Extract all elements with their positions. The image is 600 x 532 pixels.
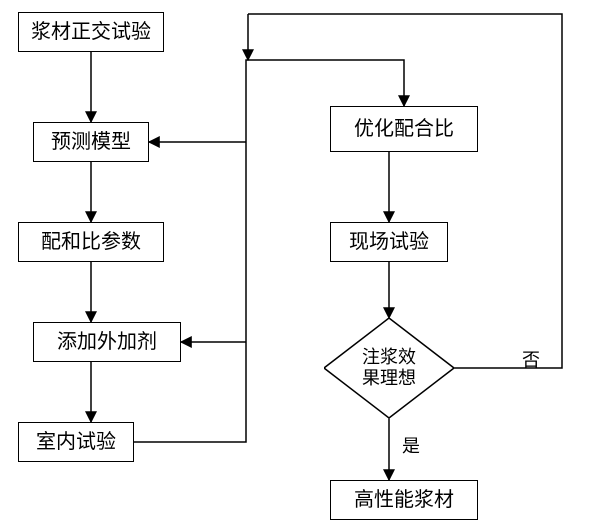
node-add-admixture: 添加外加剂: [33, 322, 181, 362]
node-prediction-model: 预测模型: [33, 122, 149, 162]
decision-grouting-ideal: 注浆效 果理想: [324, 318, 454, 418]
node-orthogonal-test: 浆材正交试验: [18, 12, 164, 52]
node-field-test: 现场试验: [330, 222, 448, 262]
node-indoor-test: 室内试验: [18, 422, 134, 462]
node-high-perf-slurry: 高性能浆材: [330, 480, 478, 520]
node-mix-params: 配和比参数: [18, 222, 164, 262]
edge-label-no: 否: [522, 346, 540, 372]
edge-label-yes: 是: [402, 432, 420, 458]
node-optimize-mix: 优化配合比: [330, 106, 478, 152]
